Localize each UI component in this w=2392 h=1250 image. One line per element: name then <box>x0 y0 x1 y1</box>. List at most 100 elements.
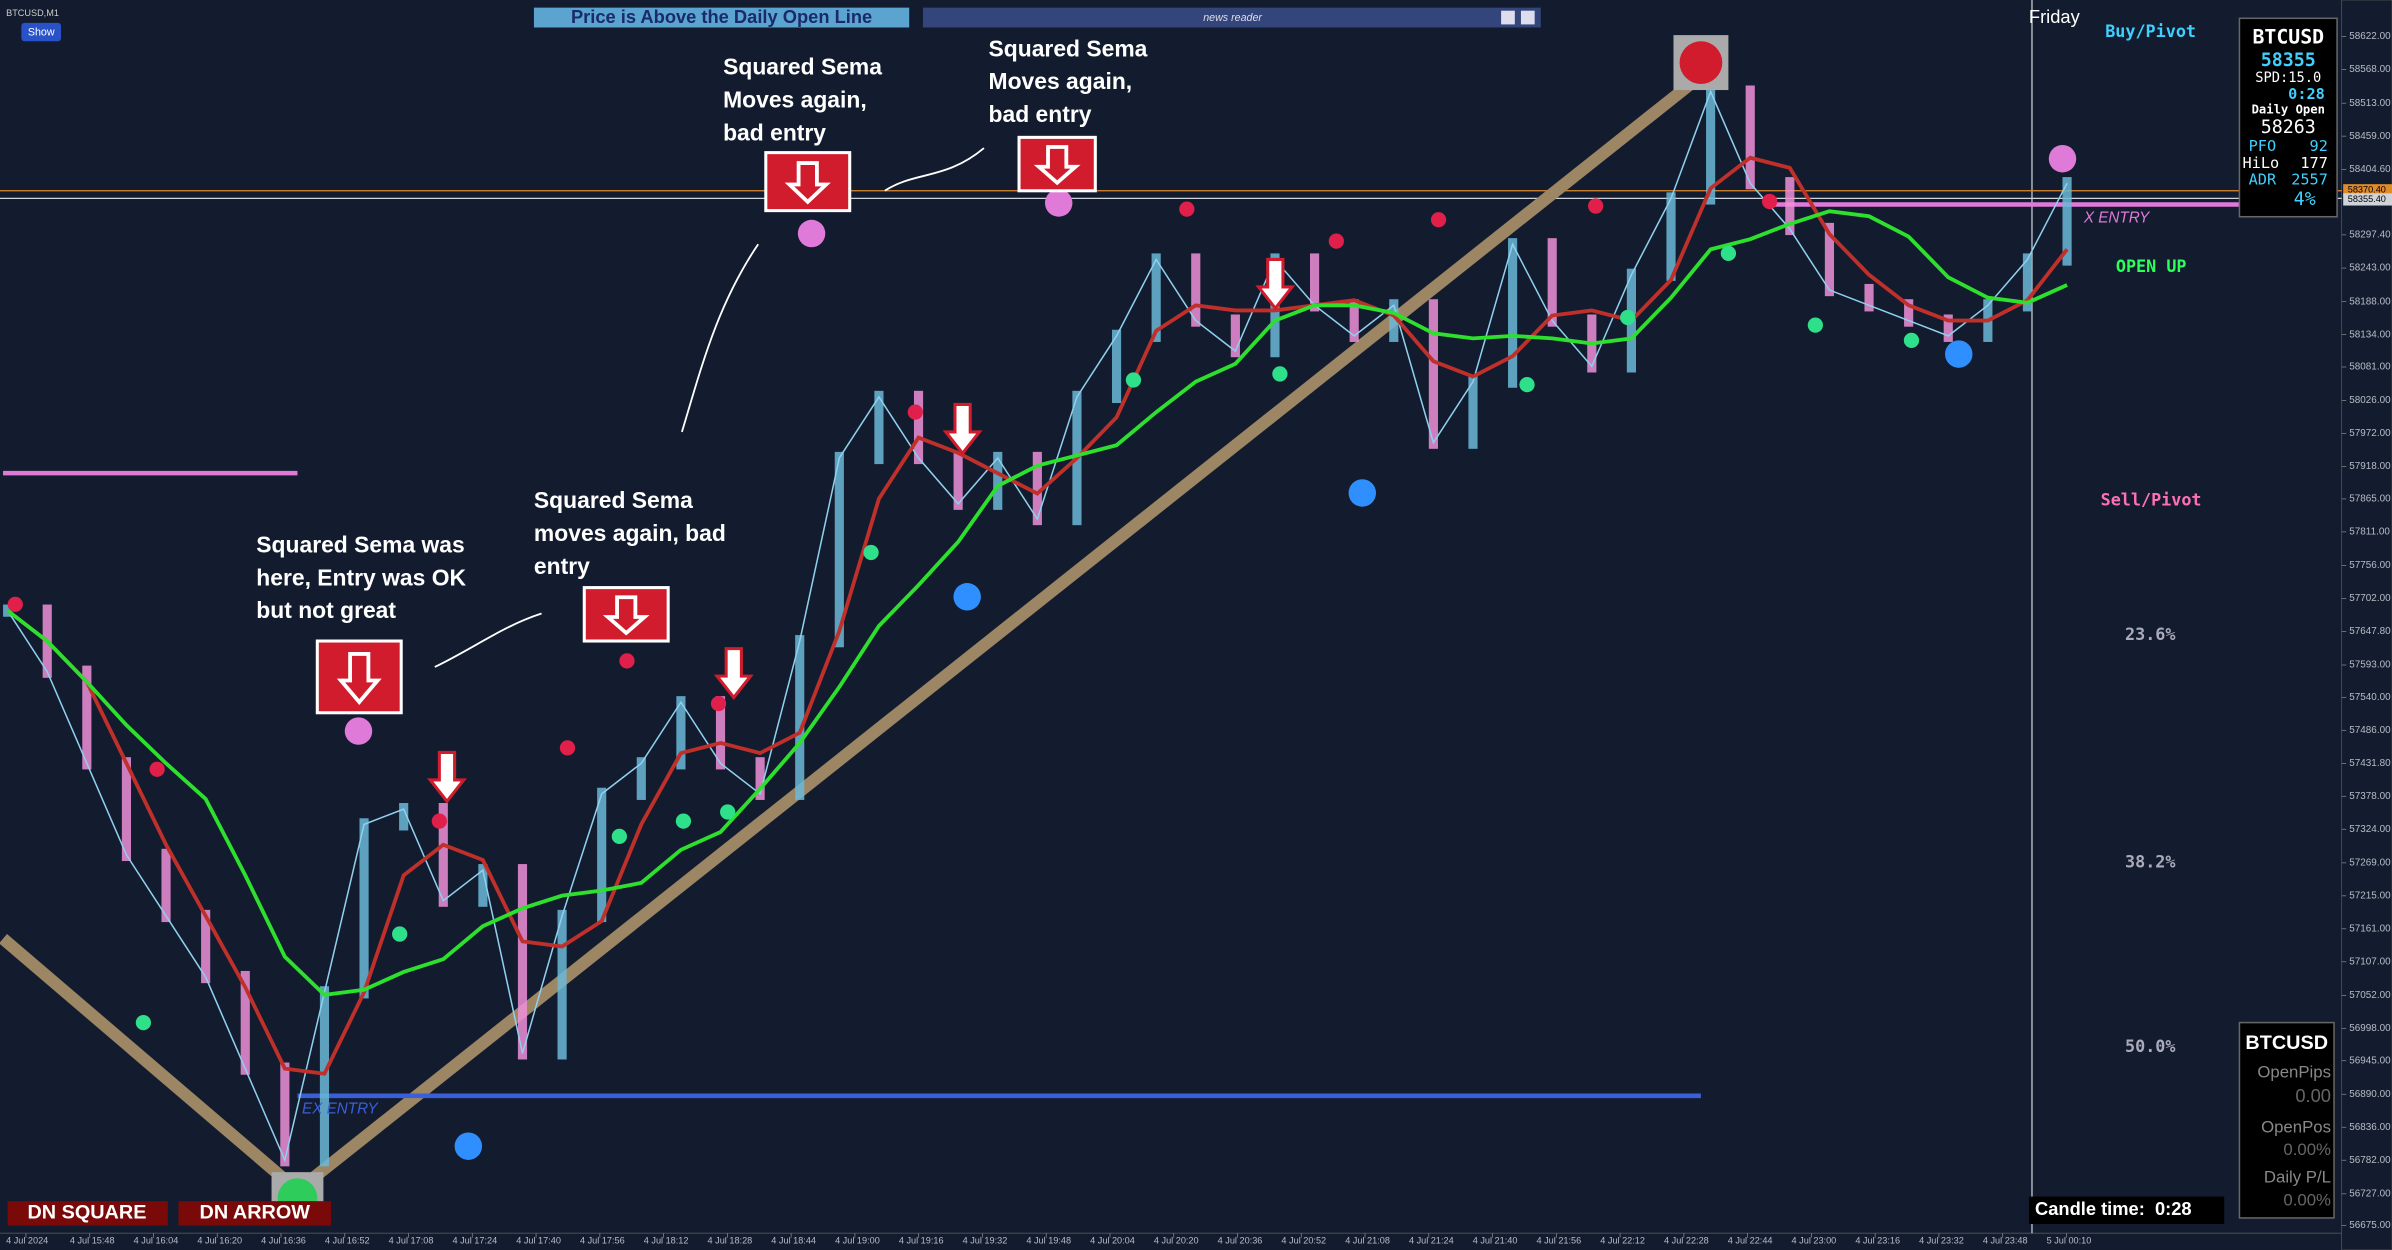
red-dot <box>619 653 635 669</box>
x-tick-label: 4 Jul 20:04 <box>1090 1235 1135 1245</box>
y-tick-label: 57540.00 <box>2349 692 2391 703</box>
show-button-label[interactable]: Show <box>28 27 55 39</box>
y-tick-label: 57918.00 <box>2349 461 2391 472</box>
blue-dot <box>454 1132 483 1160</box>
x-tick-label: 5 Jul 00:10 <box>2047 1235 2092 1245</box>
price-bar <box>1745 85 1755 190</box>
x-tick-label: 4 Jul 16:04 <box>134 1235 179 1245</box>
y-tick-label: 58081.00 <box>2349 362 2391 373</box>
annotation: Moves again, <box>989 68 1133 94</box>
price-tag-label: 58370.40 <box>2348 185 2386 195</box>
green-dot <box>863 544 879 561</box>
down-arrow <box>336 652 382 705</box>
price-bar <box>319 986 330 1167</box>
price-bar <box>359 818 369 999</box>
y-tick-label: 57972.00 <box>2349 428 2391 439</box>
dn-square-box <box>7 1201 168 1226</box>
trade-panel <box>2238 1021 2335 1219</box>
price-bar <box>1428 299 1438 449</box>
x-tick-label: 4 Jul 16:52 <box>325 1235 370 1245</box>
pfo-label: PFO <box>2249 137 2277 155</box>
x-tick-label: 4 Jul 20:20 <box>1154 1235 1199 1245</box>
daily-open: 58263 <box>2261 117 2316 138</box>
open-pos-label: OpenPos <box>2261 1117 2331 1136</box>
green-dot <box>392 926 408 942</box>
show-button[interactable] <box>21 22 62 42</box>
day-label: Friday <box>2029 6 2081 27</box>
daily-open-label: Daily Open <box>2252 102 2325 116</box>
price-bar <box>1230 314 1240 358</box>
x-tick-label: 4 Jul 17:08 <box>389 1235 434 1245</box>
down-arrow <box>602 595 650 636</box>
y-tick-label: 57593.00 <box>2349 660 2391 671</box>
price-bar <box>1706 85 1716 205</box>
daily-pl: 0.00% <box>2283 1191 2331 1210</box>
price-bar <box>1111 329 1122 404</box>
adr-pct: 4% <box>2294 189 2316 210</box>
annotation: Squared Sema <box>534 487 693 513</box>
price-marks <box>3 85 2072 1167</box>
green-dot <box>1272 366 1288 382</box>
price-tag <box>2343 193 2392 206</box>
x-tick-label: 4 Jul 22:28 <box>1664 1235 1709 1245</box>
x-tick-label: 4 Jul 2024 <box>6 1235 48 1245</box>
x-tick-label: 4 Jul 23:32 <box>1919 1235 1964 1245</box>
x-tick-label: 4 Jul 18:44 <box>771 1235 816 1245</box>
price-bar <box>1904 299 1914 327</box>
blue-dot <box>1945 340 1973 368</box>
annotation: Squared Sema <box>989 35 1148 61</box>
candle-time-box <box>2028 1196 2225 1225</box>
x-tick-label: 4 Jul 19:32 <box>963 1235 1008 1245</box>
daily-pl-label: Daily P/L <box>2264 1168 2331 1187</box>
y-tick-label: 58026.00 <box>2349 395 2391 406</box>
red-dot <box>710 695 727 712</box>
pink-dot <box>2048 144 2077 173</box>
down-arrow <box>784 161 831 205</box>
price-bar <box>1151 253 1161 342</box>
annotation: bad entry <box>723 119 826 145</box>
green-dot <box>1720 245 1737 261</box>
price-bar <box>1468 375 1478 449</box>
x-tick-label: 4 Jul 17:24 <box>452 1235 497 1245</box>
x-tick-label: 4 Jul 16:20 <box>197 1235 242 1245</box>
banner <box>533 7 910 28</box>
price-bar <box>1824 222 1835 297</box>
y-tick-label: 56945.00 <box>2349 1055 2391 1066</box>
price-bar <box>121 757 132 862</box>
y-tick-label: 58134.00 <box>2349 329 2391 340</box>
price-bar <box>438 803 448 907</box>
hand-arrow <box>681 243 759 433</box>
price-bar <box>1785 177 1795 236</box>
y-tick-label: 57486.00 <box>2349 725 2391 736</box>
y-tick-label: 58404.60 <box>2349 164 2391 175</box>
price-bar <box>993 451 1003 510</box>
red-dot <box>149 761 165 777</box>
price-bar <box>82 665 92 770</box>
red-dot <box>559 740 576 756</box>
pfo: 92 <box>2310 137 2328 155</box>
annotation: Squared Sema <box>723 54 882 80</box>
open-pos: 0.00% <box>2283 1140 2331 1159</box>
y-tick-label: 57431.80 <box>2349 758 2391 769</box>
x-tick-label: 4 Jul 18:28 <box>708 1235 753 1245</box>
pink-dot <box>1044 189 1073 217</box>
price-bar <box>636 757 646 800</box>
x-tick-label: 4 Jul 16:36 <box>261 1235 306 1245</box>
close-button[interactable] <box>1520 10 1535 25</box>
x-tick-label: 4 Jul 21:40 <box>1473 1235 1518 1245</box>
y-tick-label: 58243.00 <box>2349 263 2391 274</box>
price-bar <box>1547 238 1557 327</box>
x-tick-label: 4 Jul 19:16 <box>899 1235 944 1245</box>
green-dot <box>1519 376 1535 393</box>
green-dot <box>1903 332 1920 348</box>
price-bar <box>1864 283 1874 312</box>
hand-arrow <box>434 612 542 668</box>
small-arrow <box>713 647 754 700</box>
window-button[interactable] <box>1501 10 1515 25</box>
x-tick-label: 4 Jul 15:48 <box>70 1235 115 1245</box>
price-bar <box>280 1062 290 1167</box>
price-bar <box>795 635 805 800</box>
y-tick-label: 58622.00 <box>2349 31 2391 42</box>
